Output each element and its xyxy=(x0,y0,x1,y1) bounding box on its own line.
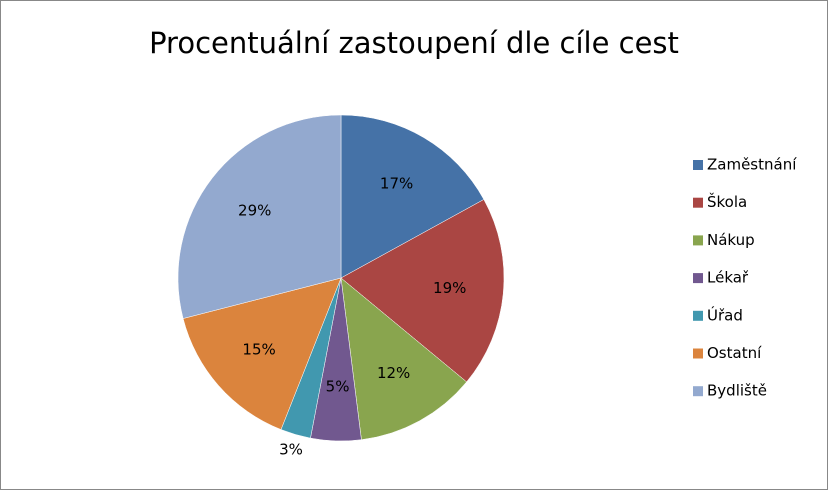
legend-swatch xyxy=(693,348,703,359)
data-label: 17% xyxy=(380,174,413,192)
legend-swatch xyxy=(693,160,703,170)
pie-slice xyxy=(182,277,342,430)
pie-slice xyxy=(340,199,505,383)
legend-label: Úřad xyxy=(707,305,743,324)
legend-swatch xyxy=(693,310,703,321)
data-label: 15% xyxy=(242,341,275,359)
data-label: 29% xyxy=(238,202,271,220)
legend-swatch xyxy=(693,235,703,246)
legend-label: Nákup xyxy=(707,231,755,249)
data-label: 19% xyxy=(433,279,466,297)
pie-slice xyxy=(177,114,342,319)
legend-label: Bydliště xyxy=(707,382,767,400)
legend-swatch xyxy=(693,273,703,284)
legend-label: Zaměstnání xyxy=(707,156,797,174)
data-label: 12% xyxy=(377,364,410,382)
pie-slice xyxy=(340,114,485,279)
legend-label: Škola xyxy=(707,192,747,211)
legend-swatch xyxy=(693,197,703,208)
data-label: 3% xyxy=(279,441,303,459)
data-label: 5% xyxy=(326,378,350,396)
pie-slice xyxy=(340,277,467,440)
chart-title: Procentuální zastoupení dle cíle cest xyxy=(149,26,679,60)
legend-label: Lékař xyxy=(707,269,749,287)
legend-label: Ostatní xyxy=(707,344,762,362)
legend-swatch xyxy=(693,386,703,397)
